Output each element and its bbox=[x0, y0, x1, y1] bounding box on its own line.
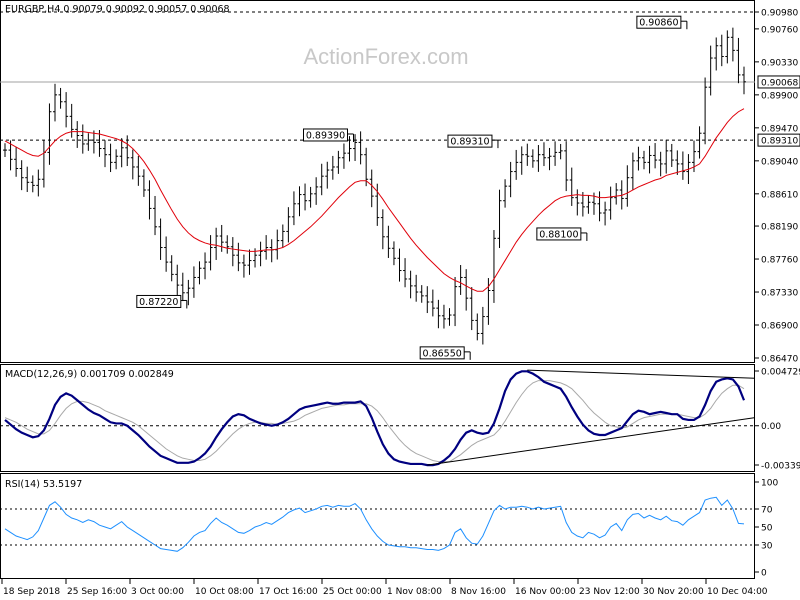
annotation-label: 0.87220 bbox=[139, 297, 178, 308]
annotation-label: 0.89310 bbox=[450, 137, 489, 148]
price-y-tick-label: 0.87760 bbox=[761, 256, 798, 266]
macd-layer bbox=[0, 369, 756, 467]
x-tick-label: 10 Dec 04:00 bbox=[707, 587, 768, 597]
price-tag-box bbox=[757, 75, 800, 89]
annotation-box bbox=[536, 227, 582, 241]
annotation-label: 0.86550 bbox=[423, 348, 462, 359]
price-y-tick-label: 0.90980 bbox=[761, 9, 798, 19]
rsi-panel-frame bbox=[0, 473, 755, 579]
rsi-y-tick-label: 100 bbox=[761, 479, 778, 489]
x-tick-label: 10 Oct 08:00 bbox=[195, 587, 254, 597]
price-panel-frame bbox=[0, 0, 755, 363]
price-y-tick-label: 0.86900 bbox=[761, 322, 798, 332]
macd-trendline-lower bbox=[427, 417, 756, 466]
macd-line bbox=[4, 370, 746, 467]
macd-panel-frame bbox=[0, 364, 755, 472]
rsi-layer bbox=[0, 496, 755, 552]
macd-trendline-upper bbox=[527, 369, 756, 379]
rsi-y-tick-label: 30 bbox=[761, 542, 773, 552]
annotation-label: 0.90860 bbox=[639, 18, 678, 29]
price-y-tick-label: 0.88190 bbox=[761, 223, 798, 233]
x-tick-label: 1 Nov 08:00 bbox=[387, 587, 442, 597]
x-tick-label: 8 Nov 16:00 bbox=[451, 587, 506, 597]
annotation-box bbox=[636, 15, 682, 29]
x-tick-label: 25 Sep 16:00 bbox=[67, 587, 127, 597]
x-tick-label: 3 Oct 00:00 bbox=[131, 587, 184, 597]
annotation-box bbox=[302, 128, 348, 142]
price-tag-box bbox=[757, 133, 800, 147]
macd-y-tick-label: 0.00 bbox=[761, 422, 781, 432]
price-y-tick-label: 0.89040 bbox=[761, 157, 798, 167]
price-y-tick-label: 0.90760 bbox=[761, 25, 798, 35]
macd-label: MACD(12,26,9) 0.001709 0.002849 bbox=[5, 369, 174, 380]
price-y-tick-label: 0.89470 bbox=[761, 124, 798, 134]
x-tick-label: 17 Oct 16:00 bbox=[259, 587, 318, 597]
rsi-line bbox=[4, 496, 745, 552]
price-y-tick-label: 0.88610 bbox=[761, 190, 798, 200]
symbol-header: EURGBP,H4 0.90079 0.90092 0.90057 0.9006… bbox=[5, 4, 230, 15]
price-y-tick-label: 0.90330 bbox=[761, 58, 798, 68]
annotation-label: 0.88100 bbox=[539, 229, 578, 240]
x-tick-label: 23 Nov 12:00 bbox=[579, 587, 640, 597]
moving-average-line bbox=[4, 108, 745, 292]
annotation-box bbox=[419, 346, 465, 360]
macd-y-tick-label: 0.004729 bbox=[761, 368, 800, 378]
rsi-y-tick-label: 50 bbox=[761, 524, 773, 534]
axis-layer: 0.90980 0.90760 0.90330 0.89900 0.89470 0.890… bbox=[1, 9, 800, 597]
price-y-tick-label: 0.86470 bbox=[761, 355, 798, 365]
annotation-label: 0.89390 bbox=[306, 130, 345, 141]
annotation-box bbox=[136, 294, 182, 308]
watermark: ActionForex.com bbox=[303, 44, 468, 69]
x-tick-label: 18 Sep 2018 bbox=[3, 587, 60, 597]
x-tick-label: 30 Nov 20:00 bbox=[643, 587, 704, 597]
x-tick-label: 16 Nov 00:00 bbox=[515, 587, 576, 597]
x-tick-label: 25 Oct 00:00 bbox=[323, 587, 382, 597]
price-y-tick-label: 0.89900 bbox=[761, 91, 798, 101]
rsi-y-tick-label: 0 bbox=[761, 569, 767, 579]
annotation-box bbox=[447, 134, 493, 148]
price-layer: 0.90860 0.89390 0.89310 0.88100 0.87220 0.865… bbox=[0, 11, 755, 360]
rsi-y-tick-label: 70 bbox=[761, 506, 773, 516]
price-tag-label: 0.89310 bbox=[761, 137, 798, 147]
price-tag-label: 0.90068 bbox=[761, 78, 798, 88]
price-y-tick-label: 0.87330 bbox=[761, 289, 798, 299]
rsi-label: RSI(14) 53.5197 bbox=[5, 479, 82, 490]
